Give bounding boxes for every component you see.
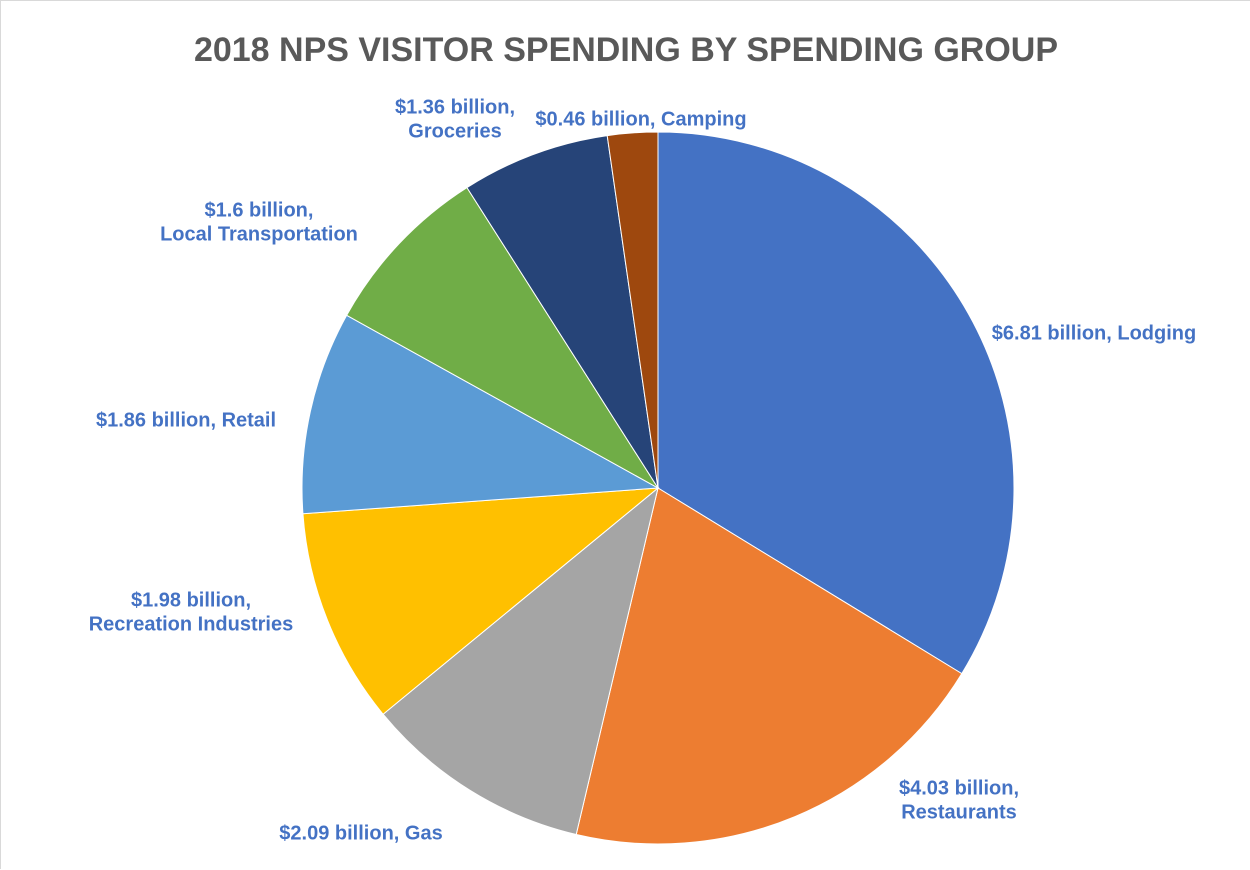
data-label-groceries: $1.36 billion, Groceries	[395, 96, 515, 142]
pie-slice-camping	[606, 131, 659, 489]
data-label-local-transportation: $1.6 billion, Local Transportation	[160, 199, 358, 245]
pie-slice-groceries	[466, 135, 659, 489]
data-label-recreation-industries: $1.98 billion, Recreation Industries	[89, 589, 294, 635]
data-label-lodging: $6.81 billion, Lodging	[992, 322, 1196, 344]
pie-slice-local-transportation	[346, 186, 659, 489]
pie-slice-recreation-industries	[302, 487, 660, 715]
pie-slice-gas	[382, 486, 659, 836]
data-label-restaurants: $4.03 billion, Restaurants	[899, 777, 1019, 823]
data-label-gas: $2.09 billion, Gas	[279, 822, 442, 844]
data-label-camping: $0.46 billion, Camping	[535, 108, 746, 130]
pie-slice-restaurants	[575, 487, 963, 845]
data-label-retail: $1.86 billion, Retail	[96, 409, 276, 431]
pie-slice-lodging	[657, 131, 1015, 675]
pie-slice-retail	[301, 314, 660, 515]
chart-title: 2018 NPS VISITOR SPENDING BY SPENDING GR…	[193, 31, 1059, 69]
